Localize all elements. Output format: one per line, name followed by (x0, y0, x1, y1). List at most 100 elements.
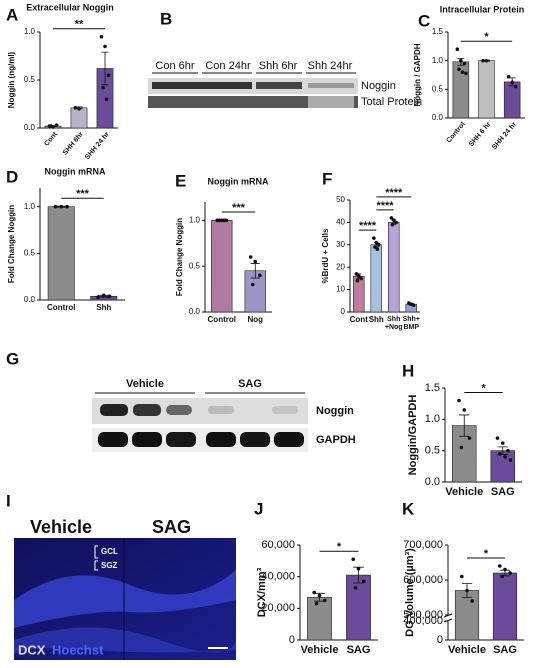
data-point (467, 436, 472, 440)
x-tick-label: Cont (43, 130, 59, 147)
chart: DCX/mm³ 0 20,000 40,000 60,000 Vehicle SAG * (256, 539, 378, 656)
y-tick-label: 20,000 (261, 602, 295, 614)
stain-label: DCX (18, 642, 46, 657)
significance-label: **** (359, 220, 377, 232)
data-point (459, 58, 463, 63)
significance-label: * (481, 382, 486, 394)
data-point (101, 85, 105, 90)
bar (503, 81, 521, 119)
y-tick-label: 1.0 (189, 215, 201, 224)
panel-letter: A (6, 5, 18, 24)
data-point (498, 452, 502, 456)
y-tick-label: 20 (336, 262, 345, 271)
x-tick-label: SHH 24 hr (84, 131, 111, 161)
data-point (103, 44, 107, 49)
data-point (500, 441, 505, 445)
layer-label: GCL (101, 547, 118, 556)
bar (370, 244, 382, 313)
y-axis-label: DCX/mm³ (256, 567, 268, 617)
data-point (506, 448, 510, 453)
data-point (314, 601, 319, 606)
panel-letter: E (175, 171, 186, 190)
row-label: Noggin (316, 405, 354, 417)
lane-label: Shh 6hr (259, 60, 298, 72)
data-point (503, 567, 507, 572)
x-tick-label: Vehicle (301, 644, 339, 656)
y-tick-label: 40 (336, 218, 345, 227)
error-bar (458, 414, 470, 437)
error-bar (250, 263, 260, 279)
bar (452, 61, 470, 119)
data-point (104, 97, 109, 101)
significance-label: **** (385, 187, 403, 199)
data-point (59, 204, 64, 209)
data-point (390, 222, 395, 227)
y-axis-label: Fold Change Noggin (7, 205, 16, 283)
chart: Noggin/GAPDH 0.0 0.5 1.0 1.5 Vehicle SAG * (407, 382, 522, 498)
row-label: GAPDH (316, 434, 356, 446)
significance-label: * (337, 541, 342, 553)
y-tick-label: 1.0 (24, 202, 36, 211)
data-point (106, 73, 111, 77)
data-point (362, 579, 366, 584)
lane-label: Con 24hr (205, 60, 251, 72)
bar (388, 222, 400, 313)
data-point (394, 220, 398, 225)
data-point (99, 35, 104, 39)
data-point (250, 282, 255, 287)
bar (492, 572, 518, 641)
y-axis-label: Noggin / GAPDH (413, 43, 422, 106)
bar (70, 107, 88, 129)
x-tick-label: SHH 24 hr (491, 121, 518, 151)
data-point (460, 70, 465, 74)
y-tick-label: 40,000 (261, 571, 295, 583)
x-tick-label: Vehicle (445, 486, 483, 498)
chart-title: Noggin mRNA (208, 176, 269, 186)
panel-letter: G (6, 349, 19, 368)
y-tick-label: 0.5 (189, 261, 201, 270)
x-tick-label: Cont (350, 315, 369, 324)
significance-label: ** (75, 19, 84, 31)
significance-label: * (484, 548, 489, 560)
panel-letter: I (6, 491, 11, 510)
data-point (510, 80, 514, 85)
data-point (462, 61, 467, 66)
chart: %BrdU + Cells 0 10 20 30 40 50 Cont Shh Shh +NogSh… (321, 187, 420, 331)
data-point (248, 255, 253, 259)
layer-label: SGZ (101, 561, 118, 570)
y-tick-label: 10 (336, 285, 345, 294)
row-label: Noggin (361, 80, 396, 92)
y-tick-label: 700,000 (403, 539, 443, 551)
data-point (224, 218, 229, 223)
data-point (359, 276, 363, 281)
row-label: Total Protein (361, 96, 422, 108)
data-point (457, 398, 461, 403)
data-point (470, 599, 474, 603)
lane-label: Shh 24hr (308, 60, 353, 72)
y-tick-label: 0.5 (24, 75, 36, 84)
x-tick-label: Shh +Nog (385, 316, 403, 331)
data-point (77, 107, 81, 111)
y-tick-label: 50 (336, 195, 345, 204)
x-tick-label: Shh (369, 315, 384, 324)
blot-g: Vehicle SAG Noggin GAPDH (92, 378, 356, 452)
group-label: Vehicle (126, 378, 164, 390)
micrograph: Vehicle SAG GCL SGZ DCX Hoechst (14, 517, 236, 660)
chart: Noggin mRNA Fold Change Noggin 0.0 0.5 1.0 Co… (7, 166, 125, 312)
y-axis-label: %BrdU + Cells (321, 228, 330, 283)
data-point (65, 204, 69, 209)
y-tick-label: 0.5 (432, 84, 444, 93)
x-tick-label: SAG (347, 644, 371, 656)
x-tick-label: Vehicle (448, 644, 486, 656)
data-point (54, 123, 59, 127)
data-point (484, 58, 489, 63)
data-point (372, 236, 376, 240)
chart-title: Intracellular Protein (440, 4, 525, 14)
data-point (107, 294, 112, 299)
data-point (49, 124, 53, 128)
y-tick-label: 0.0 (425, 476, 440, 488)
data-point (508, 458, 513, 462)
chart: Intracellular Protein Noggin / GAPDH 0.0 0.… (413, 4, 525, 151)
panel-letter: B (160, 9, 172, 28)
